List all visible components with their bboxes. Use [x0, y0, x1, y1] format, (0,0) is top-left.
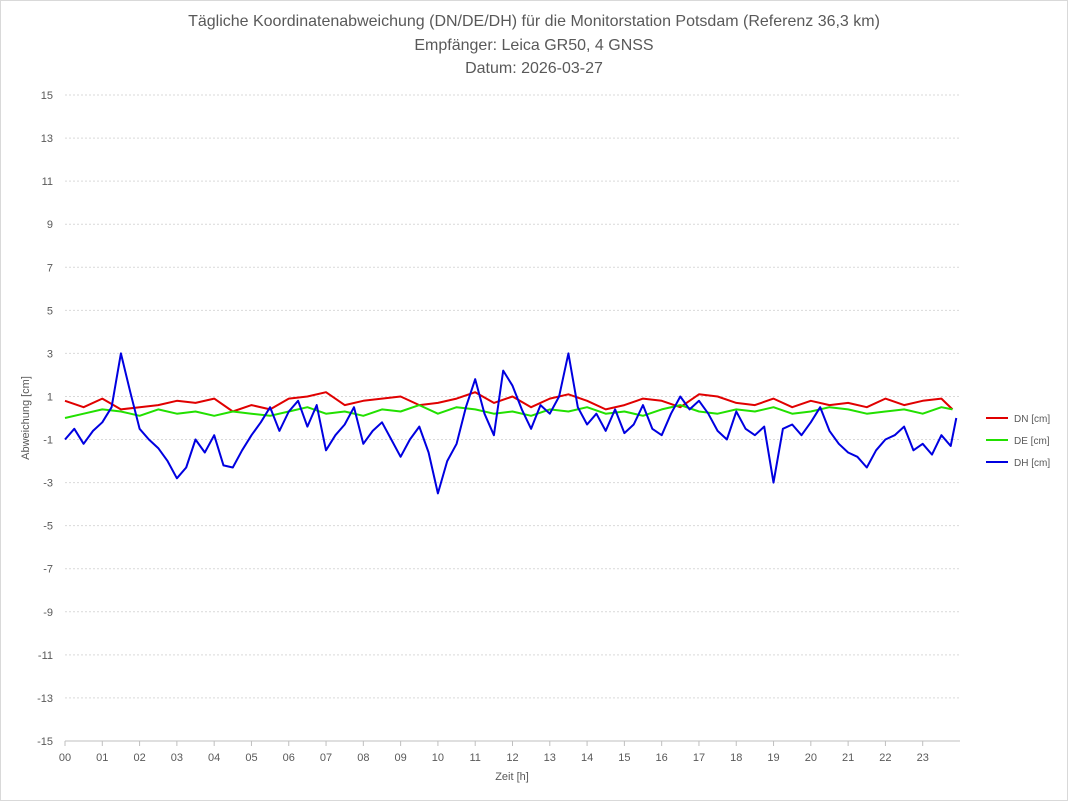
y-tick-label: -15 [37, 736, 53, 748]
x-tick-label: 02 [133, 752, 145, 764]
series-lines [64, 352, 958, 495]
x-tick-label: 01 [96, 752, 108, 764]
y-axis-label: Abweichung [cm] [20, 376, 32, 460]
y-tick-label: -3 [43, 478, 53, 490]
x-tick-label: 21 [842, 752, 854, 764]
x-tick-label: 13 [544, 752, 556, 764]
grid-lines [64, 94, 960, 746]
x-tick-label: 07 [320, 752, 332, 764]
legend-label: DH [cm] [1014, 458, 1050, 469]
x-tick-label: 12 [506, 752, 518, 764]
legend: DN [cm] DE [cm] DH [cm] [986, 414, 1050, 469]
series-line-2 [64, 404, 953, 419]
y-tick-label: -5 [43, 521, 53, 533]
x-tick-label: 18 [730, 752, 742, 764]
x-tick-label: 05 [245, 752, 257, 764]
x-tick-label: 11 [469, 752, 480, 764]
x-tick-label: 16 [656, 752, 668, 764]
y-tick-label: -9 [43, 607, 53, 619]
x-tick-label: 23 [917, 752, 929, 764]
x-tick-label: 06 [283, 752, 295, 764]
y-tick-label: -1 [43, 435, 53, 447]
chart-title-line-1: Tägliche Koordinatenabweichung (DN/DE/DH… [188, 13, 880, 30]
x-tick-label: 04 [208, 752, 220, 764]
legend-label: DN [cm] [1014, 414, 1050, 425]
x-tick-label: 19 [767, 752, 779, 764]
x-tick-label: 17 [693, 752, 705, 764]
x-tick-label: 03 [171, 752, 183, 764]
y-tick-label: 15 [41, 90, 53, 102]
x-axis-label: Zeit [h] [495, 771, 529, 783]
x-tick-label: 15 [618, 752, 630, 764]
y-tick-label: 1 [47, 391, 53, 403]
y-tick-label: 5 [47, 305, 53, 317]
y-tick-label: -13 [37, 693, 53, 705]
series-line-3 [64, 352, 958, 495]
y-tick-label: -7 [43, 564, 53, 576]
y-tick-label: 13 [41, 133, 53, 145]
chart-title-line-2: Empfänger: Leica GR50, 4 GNSS [414, 37, 654, 54]
x-tick-labels: 00 01 02 03 04 05 06 07 08 09 10 11 12 13 14 15 16 17 18 19… [59, 752, 929, 764]
y-tick-label: 11 [42, 176, 53, 188]
x-tick-label: 08 [357, 752, 369, 764]
chart-title-line-3: Datum: 2026-03-27 [465, 60, 603, 77]
y-tick-label: 3 [47, 348, 53, 360]
series-line-1 [64, 391, 954, 413]
x-tick-label: 22 [879, 752, 891, 764]
y-tick-label: -11 [38, 650, 53, 662]
x-tick-label: 14 [581, 752, 593, 764]
x-tick-label: 10 [432, 752, 444, 764]
y-tick-label: 7 [47, 262, 53, 274]
y-tick-label: 9 [47, 219, 53, 231]
x-tick-label: 20 [805, 752, 817, 764]
y-tick-labels: 15 13 11 9 7 5 3 1 -1 -3 -5 -7 -9 -11 -13 -15 [37, 90, 53, 748]
x-tick-label: 09 [395, 752, 407, 764]
legend-label: DE [cm] [1014, 436, 1050, 447]
x-tick-label: 00 [59, 752, 71, 764]
